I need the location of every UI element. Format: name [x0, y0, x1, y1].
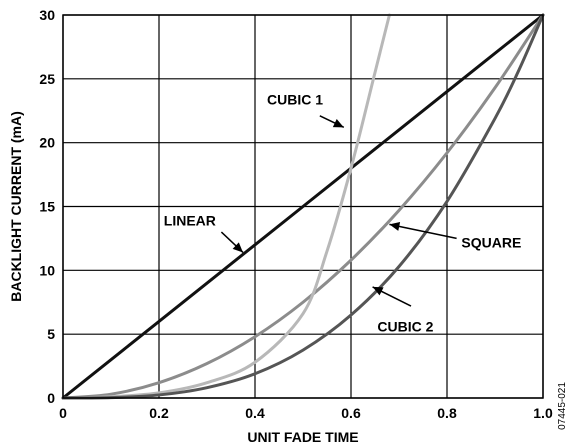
x-tick-label: 0.2: [149, 405, 169, 421]
y-tick-label: 10: [39, 262, 55, 278]
x-tick-label: 0: [59, 405, 67, 421]
arrow-linear-head: [232, 242, 243, 253]
y-tick-label: 15: [39, 199, 55, 215]
annotation-cubic-1: CUBIC 1: [267, 91, 323, 107]
y-tick-label: 25: [39, 71, 55, 87]
y-axis-title: BACKLIGHT CURRENT (mA): [8, 111, 24, 302]
series-line-cubic-2: [61, 13, 545, 400]
annotation-linear: LINEAR: [164, 213, 216, 229]
figure-id: 07445-021: [557, 382, 568, 430]
arrow-cubic-1-head: [332, 118, 344, 128]
series-lines: [61, 13, 545, 400]
x-tick-label: 0.4: [245, 405, 265, 421]
x-axis-title: UNIT FADE TIME: [247, 429, 358, 445]
annotation-square: SQUARE: [461, 234, 521, 250]
x-tick-label: 0.6: [341, 405, 361, 421]
tick-labels: 0 0.2 0.4 0.6 0.8 1.0 0 5 10 15 20 25 30: [39, 7, 553, 421]
arrow-cubic-2-head: [372, 286, 384, 296]
y-tick-label: 30: [39, 7, 55, 23]
arrow-square: [389, 223, 457, 240]
annotation-arrows: [220, 115, 457, 307]
annotation-cubic-2: CUBIC 2: [377, 319, 433, 335]
plot-frame: [62, 14, 544, 399]
y-tick-label: 5: [47, 326, 55, 342]
y-tick-label: 20: [39, 135, 55, 151]
x-tick-label: 0.8: [437, 405, 457, 421]
x-tick-label: 1.0: [533, 405, 553, 421]
arrow-square-head: [389, 222, 401, 231]
series-line-linear: [61, 13, 545, 400]
y-tick-label: 0: [47, 390, 55, 406]
